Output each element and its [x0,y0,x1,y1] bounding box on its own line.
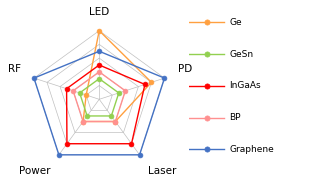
Text: Graphene: Graphene [229,145,274,154]
Point [113,120,118,123]
Point [109,115,114,118]
Point [113,120,118,123]
Text: BP: BP [229,113,241,122]
Text: Ge: Ge [229,18,242,27]
Point [204,84,209,87]
Point [77,91,82,94]
Point [81,120,86,123]
Point [116,91,121,94]
Point [97,77,102,80]
Point [204,148,209,151]
Point [204,21,209,24]
Text: Laser: Laser [148,166,176,176]
Text: RF: RF [8,64,21,74]
Text: InGaAs: InGaAs [229,81,261,90]
Point [137,153,142,156]
Text: PD: PD [178,64,192,74]
Point [142,83,147,86]
Point [84,94,89,97]
Point [85,115,90,118]
Point [65,142,70,145]
Point [56,153,61,156]
Text: Power: Power [19,166,51,176]
Point [123,89,128,92]
Point [204,53,209,56]
Point [64,87,69,90]
Point [97,50,102,53]
Point [97,29,102,32]
Point [97,70,102,73]
Point [162,77,167,80]
Point [129,142,134,145]
Point [149,81,154,84]
Text: LED: LED [89,7,109,17]
Text: GeSn: GeSn [229,50,254,59]
Point [81,120,86,123]
Point [204,116,209,119]
Point [97,64,102,67]
Point [71,89,76,92]
Point [32,77,37,80]
